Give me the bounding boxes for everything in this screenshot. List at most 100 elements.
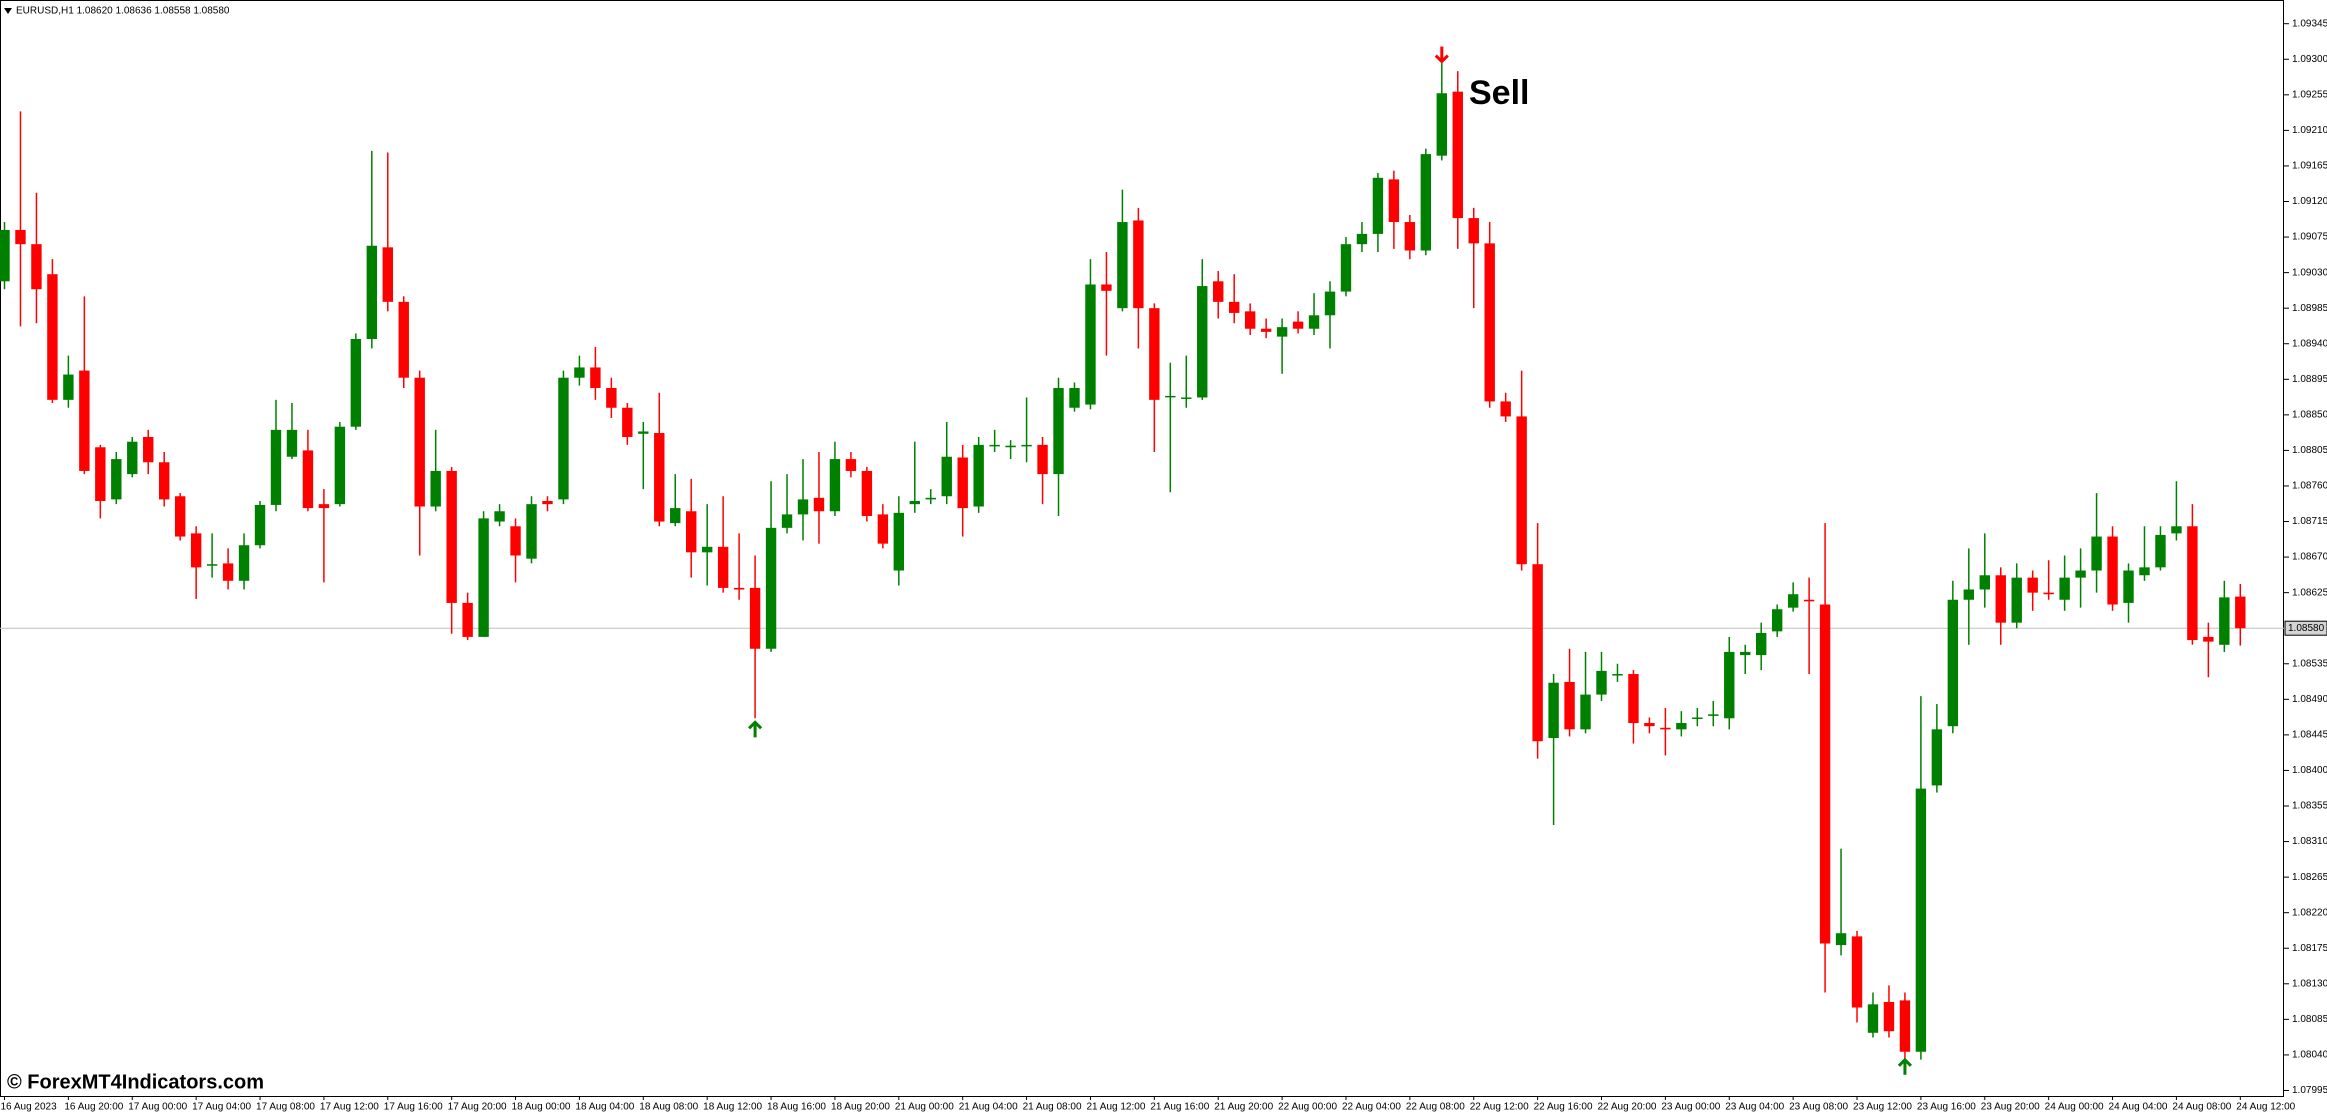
candle-body <box>2107 536 2118 605</box>
candle-body <box>542 500 553 505</box>
candle-body <box>1149 308 1160 400</box>
x-tick-label: 23 Aug 20:00 <box>1981 1102 2040 1113</box>
candle-body <box>2091 536 2102 571</box>
candle-body <box>238 545 250 581</box>
candle-body <box>1995 575 2006 623</box>
x-tick-label: 17 Aug 00:00 <box>128 1102 187 1113</box>
candle-body <box>1324 291 1336 316</box>
y-tick-label: 1.08895 <box>2292 374 2327 385</box>
x-tick-label: 17 Aug 08:00 <box>256 1102 315 1113</box>
candle-body <box>2139 567 2150 576</box>
current-price-label: 1.08580 <box>2288 623 2325 634</box>
candle-body <box>845 459 857 471</box>
candle-body <box>302 450 314 509</box>
y-tick-label: 1.08490 <box>2292 694 2327 705</box>
x-tick-label: 24 Aug 08:00 <box>2172 1102 2231 1113</box>
x-tick-label: 18 Aug 16:00 <box>767 1102 826 1113</box>
candle-body <box>334 426 346 505</box>
y-tick-label: 1.08715 <box>2292 516 2327 527</box>
plot-frame <box>0 0 2284 1097</box>
x-tick-label: 17 Aug 16:00 <box>384 1102 443 1113</box>
candle-body <box>382 247 393 302</box>
candle-body <box>1532 564 1543 742</box>
x-tick-label: 18 Aug 12:00 <box>703 1102 762 1113</box>
candle-body <box>254 504 266 546</box>
candle-body <box>526 504 537 559</box>
x-tick-label: 21 Aug 08:00 <box>1023 1102 1082 1113</box>
candle-body <box>1660 727 1671 730</box>
candle-body <box>0 229 10 282</box>
candle-body <box>430 470 441 507</box>
candle-body <box>1867 1004 1879 1033</box>
candle-body <box>1708 714 1719 716</box>
candle-body <box>95 447 106 501</box>
x-tick-label: 21 Aug 12:00 <box>1086 1102 1145 1113</box>
candle-body <box>143 436 154 463</box>
candle-body <box>1500 401 1511 417</box>
y-tick-label: 1.09075 <box>2292 232 2327 243</box>
candle-body <box>1276 327 1288 337</box>
candle-body <box>1308 315 1320 329</box>
candle-body <box>1548 682 1559 739</box>
candle-body <box>446 470 457 603</box>
candle-body <box>829 459 841 512</box>
y-tick-label: 1.09210 <box>2292 125 2327 136</box>
x-tick-label: 23 Aug 12:00 <box>1853 1102 1912 1113</box>
candle-body <box>190 533 202 568</box>
candle-body <box>1372 177 1384 234</box>
candle-body <box>1388 179 1400 223</box>
x-tick-label: 21 Aug 20:00 <box>1214 1102 1273 1113</box>
x-tick-label: 22 Aug 04:00 <box>1342 1102 1401 1113</box>
candle-body <box>893 512 905 571</box>
candle-body <box>222 563 234 581</box>
sell-arrow <box>1434 46 1449 64</box>
candle-body <box>1165 395 1176 398</box>
candle-body <box>2075 570 2086 578</box>
candle-body <box>1915 788 1927 1052</box>
candle-body <box>781 514 793 528</box>
candle-body <box>606 387 617 408</box>
menu-icon <box>4 8 12 14</box>
y-tick-label: 1.09165 <box>2292 161 2327 172</box>
candle-body <box>813 497 825 512</box>
candle-body <box>1340 244 1352 292</box>
candle-body <box>1452 91 1463 219</box>
x-tick-label: 16 Aug 20:00 <box>64 1102 123 1113</box>
candle-body <box>174 496 186 537</box>
x-tick-label: 18 Aug 00:00 <box>512 1102 571 1113</box>
candle-body <box>1692 717 1703 719</box>
y-tick-label: 1.08985 <box>2292 303 2327 314</box>
y-tick-label: 1.08175 <box>2292 943 2327 954</box>
candle-body <box>2203 636 2214 642</box>
candle-body <box>1851 936 1863 1008</box>
candle-body <box>462 602 473 637</box>
candle-body <box>957 457 968 509</box>
candle-body <box>1803 599 1815 602</box>
candle-body <box>1724 651 1735 719</box>
candle-body <box>701 546 713 553</box>
candle-body <box>1740 651 1751 656</box>
candle-body <box>925 497 936 500</box>
candle-body <box>654 433 665 522</box>
candle-body <box>1963 589 1975 600</box>
y-tick-label: 1.08625 <box>2292 587 2327 598</box>
x-tick-label: 23 Aug 04:00 <box>1725 1102 1784 1113</box>
candle-body <box>159 462 170 500</box>
candle-body <box>1931 729 1943 786</box>
candle-body <box>2059 577 2070 600</box>
x-tick-label: 16 Aug 2023 <box>1 1102 58 1113</box>
candle-body <box>749 587 761 649</box>
candle-body <box>877 514 889 544</box>
candle-body <box>494 511 505 522</box>
candle-body <box>366 245 378 339</box>
y-tick-label: 1.08400 <box>2292 765 2327 776</box>
candle-body <box>2123 570 2134 603</box>
candle-body <box>1228 301 1240 313</box>
candle-body <box>1628 674 1639 724</box>
candle-body <box>941 456 952 497</box>
candle-body <box>1292 321 1304 329</box>
candle-body <box>1756 632 1767 656</box>
y-tick-label: 1.09345 <box>2292 18 2327 29</box>
candle-body <box>1436 93 1447 156</box>
candle-body <box>1213 281 1224 302</box>
